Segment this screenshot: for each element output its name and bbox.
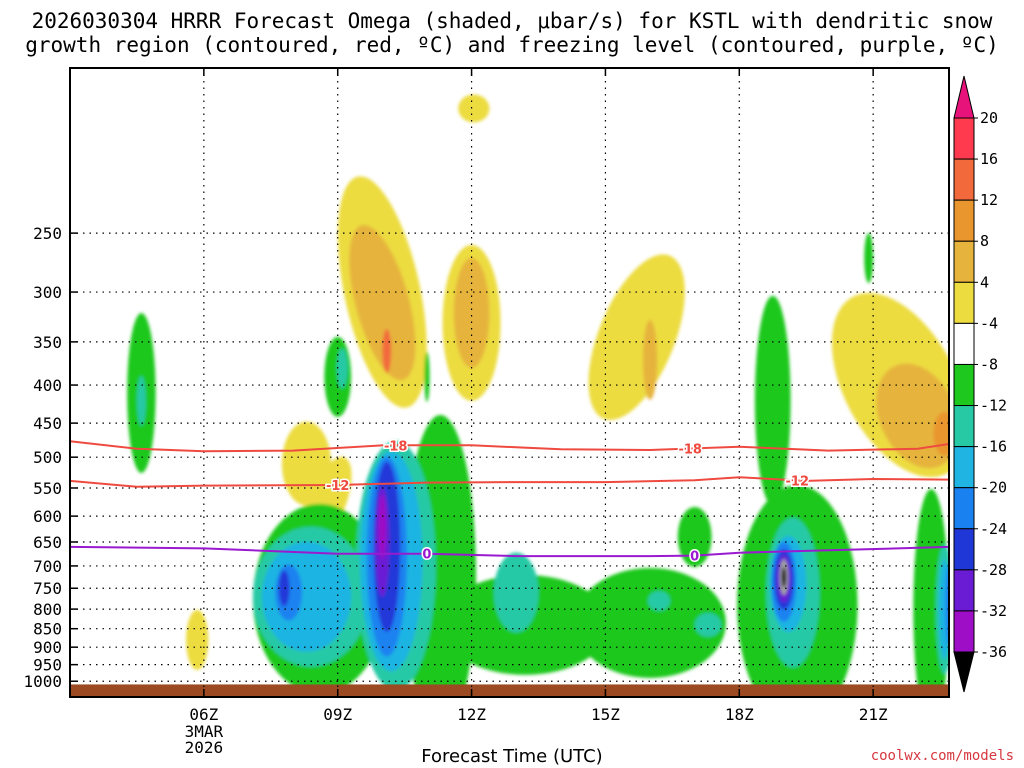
freezing-level-contour-label: 0 bbox=[690, 550, 699, 565]
y-tick-label: 250 bbox=[33, 224, 62, 243]
y-tick-label: 850 bbox=[33, 620, 62, 639]
omega-blob bbox=[781, 567, 787, 588]
colorbar-label: -24 bbox=[980, 520, 1007, 538]
omega-blob bbox=[588, 254, 685, 421]
omega-blob bbox=[278, 570, 290, 607]
dgz-isotherm-minus18-label: -18 bbox=[678, 442, 702, 457]
y-tick-label: 600 bbox=[33, 507, 62, 526]
colorbar-label: 16 bbox=[980, 150, 998, 168]
omega-blob bbox=[261, 541, 352, 652]
dgz-isotherm-minus12-label: -12 bbox=[786, 474, 810, 489]
freezing-level-contour-label: 0 bbox=[422, 548, 431, 563]
y-tick-label: 800 bbox=[33, 600, 62, 619]
colorbar-swatch bbox=[953, 528, 975, 571]
omega-blob bbox=[933, 411, 949, 456]
ground-band bbox=[70, 684, 949, 697]
omega-blob bbox=[424, 351, 430, 402]
omega-blob bbox=[754, 295, 791, 506]
colorbar-top-arrow bbox=[953, 75, 975, 119]
colorbar-swatch bbox=[953, 117, 975, 160]
y-tick-label: 450 bbox=[33, 414, 62, 433]
x-axis-label: Forecast Time (UTC) bbox=[421, 746, 603, 767]
axes: 2503003504004505005506006507007508008509… bbox=[23, 68, 888, 757]
colorbar-label: -12 bbox=[980, 397, 1007, 415]
colorbar-label: 12 bbox=[980, 191, 998, 209]
colorbar-label: -36 bbox=[980, 643, 1007, 661]
colorbar-swatch bbox=[953, 363, 975, 407]
dgz-isotherm-minus18 bbox=[70, 440, 949, 453]
dgz-isotherm-minus12-label: -12 bbox=[326, 479, 350, 494]
y-tick-label: 500 bbox=[33, 448, 62, 467]
colorbar-label: 20 bbox=[980, 109, 998, 127]
omega-blobs bbox=[127, 94, 949, 697]
omega-blob bbox=[647, 590, 671, 611]
plot-frame bbox=[69, 67, 950, 698]
omega-shading bbox=[70, 94, 949, 697]
y-tick-label: 650 bbox=[33, 533, 62, 552]
x-tick-label: 09Z bbox=[323, 705, 352, 724]
grid bbox=[70, 68, 949, 697]
chart-title-line-2: growth region (contoured, red, ºC) and f… bbox=[25, 33, 999, 57]
y-tick-label: 400 bbox=[33, 376, 62, 395]
y-tick-label: 700 bbox=[33, 557, 62, 576]
colorbar-swatch bbox=[953, 199, 975, 242]
colorbar-bottom-arrow bbox=[953, 651, 975, 693]
colorbar-label: -28 bbox=[980, 561, 1007, 579]
colorbar-swatch bbox=[953, 281, 975, 324]
contours: -18 -18 -12 -12 0 0 bbox=[70, 438, 949, 566]
colorbar-label: -20 bbox=[980, 479, 1007, 497]
colorbar-swatch bbox=[953, 446, 975, 489]
colorbar-label: 4 bbox=[980, 273, 989, 291]
colorbar-swatch bbox=[953, 158, 975, 201]
dgz-isotherm-minus18-label: -18 bbox=[384, 439, 408, 454]
omega-blob bbox=[378, 494, 386, 559]
dgz-isotherm-minus12 bbox=[70, 476, 949, 488]
y-tick-label: 1000 bbox=[23, 672, 62, 691]
colorbar-swatch bbox=[953, 322, 975, 365]
omega-blob bbox=[694, 612, 722, 637]
omega-blob bbox=[864, 232, 874, 283]
omega-blob bbox=[642, 319, 658, 400]
colorbar-label: -4 bbox=[980, 314, 998, 332]
chart-title-line-1: 2026030304 HRRR Forecast Omega (shaded, … bbox=[31, 9, 993, 33]
omega-blob bbox=[336, 348, 348, 389]
colorbar-swatch bbox=[953, 487, 975, 530]
colorbar-label: -16 bbox=[980, 438, 1007, 456]
colorbar-label: 8 bbox=[980, 232, 989, 250]
x-tick-label: 06Z bbox=[189, 705, 218, 724]
omega-blob bbox=[677, 506, 712, 567]
omega-blob bbox=[349, 225, 416, 381]
date-label: 3MAR bbox=[185, 722, 224, 741]
colorbar-swatch bbox=[953, 405, 975, 448]
omega-blob bbox=[382, 328, 392, 373]
date-label: 2026 bbox=[185, 738, 224, 757]
y-tick-label: 300 bbox=[33, 283, 62, 302]
y-tick-label: 900 bbox=[33, 638, 62, 657]
omega-blob bbox=[574, 567, 726, 678]
colorbar-swatch bbox=[953, 610, 975, 653]
y-tick-label: 750 bbox=[33, 579, 62, 598]
omega-blob bbox=[136, 375, 146, 426]
x-tick-label: 18Z bbox=[725, 705, 754, 724]
y-tick-label: 950 bbox=[33, 656, 62, 675]
omega-blob bbox=[186, 609, 209, 670]
colorbar-label: -8 bbox=[980, 355, 998, 373]
y-tick-label: 350 bbox=[33, 333, 62, 352]
omega-blob bbox=[493, 552, 539, 633]
x-tick-label: 12Z bbox=[457, 705, 486, 724]
colorbar: 20 16 12 8 4 -4 -8 -12 -16 -20 -24 -28 -32 -36 bbox=[953, 75, 1007, 693]
omega-blob bbox=[453, 257, 490, 368]
x-tick-label: 21Z bbox=[859, 705, 888, 724]
x-tick-label: 15Z bbox=[591, 705, 620, 724]
colorbar-swatch bbox=[953, 240, 975, 283]
credit-link[interactable]: coolwx.com/models bbox=[870, 748, 1014, 764]
y-tick-label: 550 bbox=[33, 479, 62, 498]
colorbar-swatch bbox=[953, 569, 975, 612]
freezing-level-contour bbox=[70, 545, 949, 558]
colorbar-label: -32 bbox=[980, 602, 1007, 620]
omega-blob bbox=[458, 94, 490, 123]
